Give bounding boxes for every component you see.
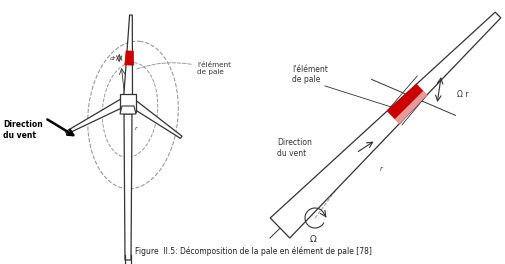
Polygon shape	[270, 12, 500, 238]
Text: Figure  II.5: Décomposition de la pale en élément de pale [78]: Figure II.5: Décomposition de la pale en…	[134, 247, 371, 256]
Polygon shape	[124, 51, 133, 65]
Polygon shape	[386, 84, 426, 124]
Text: r: r	[134, 125, 137, 130]
Text: Ω r: Ω r	[456, 90, 468, 100]
Polygon shape	[120, 94, 136, 112]
Polygon shape	[120, 106, 136, 114]
Text: dr: dr	[110, 55, 116, 60]
Polygon shape	[66, 96, 130, 134]
Polygon shape	[125, 96, 182, 138]
Polygon shape	[124, 114, 132, 260]
Text: Direction
du vent: Direction du vent	[276, 138, 311, 158]
Text: l'élément
de pale: l'élément de pale	[196, 62, 231, 75]
Text: r: r	[379, 166, 382, 172]
Text: l'élément
de pale: l'élément de pale	[291, 65, 327, 84]
Text: Ω: Ω	[309, 235, 316, 244]
Text: Direction
du vent: Direction du vent	[3, 120, 42, 140]
Polygon shape	[123, 15, 132, 100]
Polygon shape	[394, 91, 426, 124]
